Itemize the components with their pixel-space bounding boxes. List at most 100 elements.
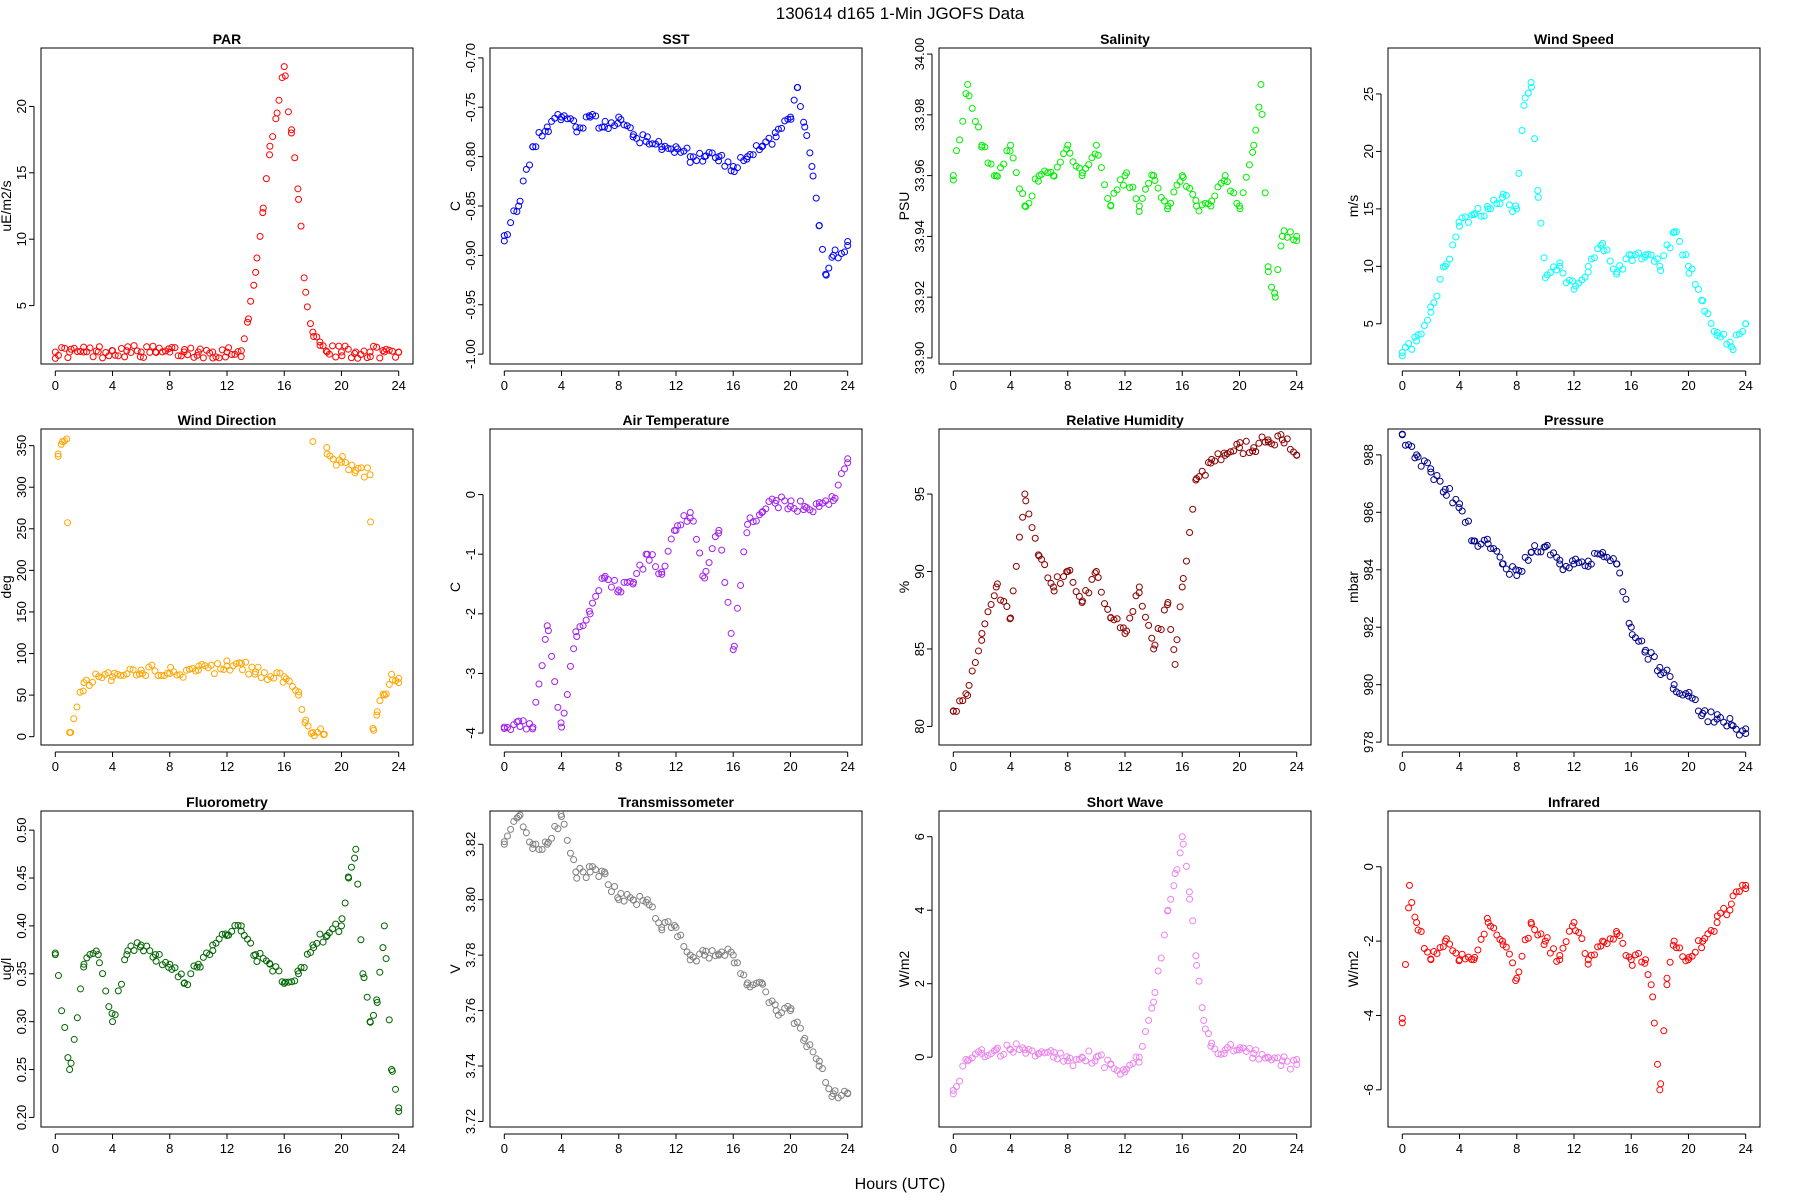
data-point — [1565, 276, 1573, 284]
data-point — [385, 346, 393, 354]
x-tick-label: 20 — [1681, 759, 1695, 774]
data-point — [730, 642, 738, 650]
y-tick-label: 33.96 — [912, 159, 927, 192]
data-point — [143, 942, 151, 950]
data-point — [1496, 936, 1504, 944]
data-point — [1258, 433, 1266, 441]
data-point — [193, 963, 201, 971]
data-point — [1398, 1014, 1406, 1022]
data-point — [962, 1055, 970, 1063]
data-point — [1092, 141, 1100, 149]
data-point — [129, 666, 137, 674]
data-point — [1524, 89, 1532, 97]
x-tick-label: 16 — [277, 378, 291, 393]
data-point — [1094, 151, 1102, 159]
data-point — [1189, 505, 1197, 513]
data-point — [1178, 583, 1186, 591]
data-point — [680, 943, 688, 951]
data-point — [187, 970, 195, 978]
data-point — [316, 341, 324, 349]
data-point — [114, 987, 122, 995]
data-point — [677, 931, 685, 939]
data-point — [949, 707, 957, 715]
data-point — [705, 954, 713, 962]
data-point — [1449, 241, 1457, 249]
data-point — [529, 143, 537, 151]
data-point — [1707, 926, 1715, 934]
data-point — [1512, 977, 1520, 985]
data-point — [1622, 952, 1630, 960]
series-points — [500, 455, 852, 733]
data-point — [787, 1005, 795, 1013]
data-point — [1160, 606, 1168, 614]
data-point — [127, 349, 135, 357]
data-point — [1179, 574, 1187, 582]
x-tick-label: 24 — [1738, 759, 1752, 774]
data-point — [1257, 80, 1265, 88]
data-point — [1540, 941, 1548, 949]
data-point — [338, 453, 346, 461]
panel-title: Fluorometry — [186, 794, 268, 810]
chart-panel-8: Fluorometry ug/l 0 4 8 12 16 20 24 0.20 0.25 0.30 0.… — [0, 794, 414, 1156]
data-point — [196, 963, 204, 971]
data-point — [137, 666, 145, 674]
data-point — [117, 980, 125, 988]
y-axis-label: deg — [0, 575, 14, 598]
data-point — [563, 115, 571, 123]
data-point — [352, 845, 360, 853]
data-point — [1198, 1004, 1206, 1012]
data-point — [1512, 566, 1520, 574]
data-point — [1682, 251, 1690, 259]
data-point — [1704, 310, 1712, 318]
data-point — [629, 578, 637, 586]
data-point — [1587, 255, 1595, 263]
data-point — [80, 348, 88, 356]
data-point — [58, 344, 66, 352]
data-point — [1245, 1045, 1253, 1053]
data-point — [240, 931, 248, 939]
data-point — [582, 113, 590, 121]
data-point — [1414, 926, 1422, 934]
data-point — [801, 123, 809, 131]
data-point — [109, 1018, 117, 1026]
data-point — [1543, 541, 1551, 549]
data-point — [1132, 1053, 1140, 1061]
data-point — [1496, 553, 1504, 561]
x-tick-label: 8 — [615, 378, 622, 393]
data-point — [252, 268, 260, 276]
data-point — [658, 143, 666, 151]
data-point — [532, 840, 540, 848]
data-point — [829, 497, 837, 505]
y-axis-label: C — [447, 201, 463, 211]
data-point — [1141, 1028, 1149, 1036]
plot-frame — [938, 47, 1312, 365]
data-point — [1408, 442, 1416, 450]
plot-frame — [489, 810, 863, 1128]
data-point — [1408, 345, 1416, 353]
data-point — [1160, 197, 1168, 205]
data-point — [1556, 259, 1564, 267]
data-point — [825, 264, 833, 272]
data-point — [1527, 83, 1535, 91]
data-point — [1427, 308, 1435, 316]
data-point — [844, 242, 852, 249]
data-point — [672, 923, 680, 931]
data-point — [984, 159, 992, 167]
data-point — [538, 132, 546, 140]
data-point — [359, 970, 367, 978]
data-point — [123, 670, 131, 678]
data-point — [1113, 615, 1121, 623]
data-point — [1732, 725, 1740, 733]
data-point — [280, 63, 288, 71]
data-point — [1015, 533, 1023, 541]
data-point — [1006, 147, 1014, 155]
data-point — [130, 342, 138, 350]
data-point — [1550, 945, 1558, 953]
data-point — [1220, 1050, 1228, 1058]
data-point — [1685, 269, 1693, 277]
data-point — [643, 133, 651, 141]
data-point — [1672, 228, 1680, 236]
data-point — [323, 444, 331, 452]
data-point — [180, 345, 188, 353]
data-point — [601, 117, 609, 125]
